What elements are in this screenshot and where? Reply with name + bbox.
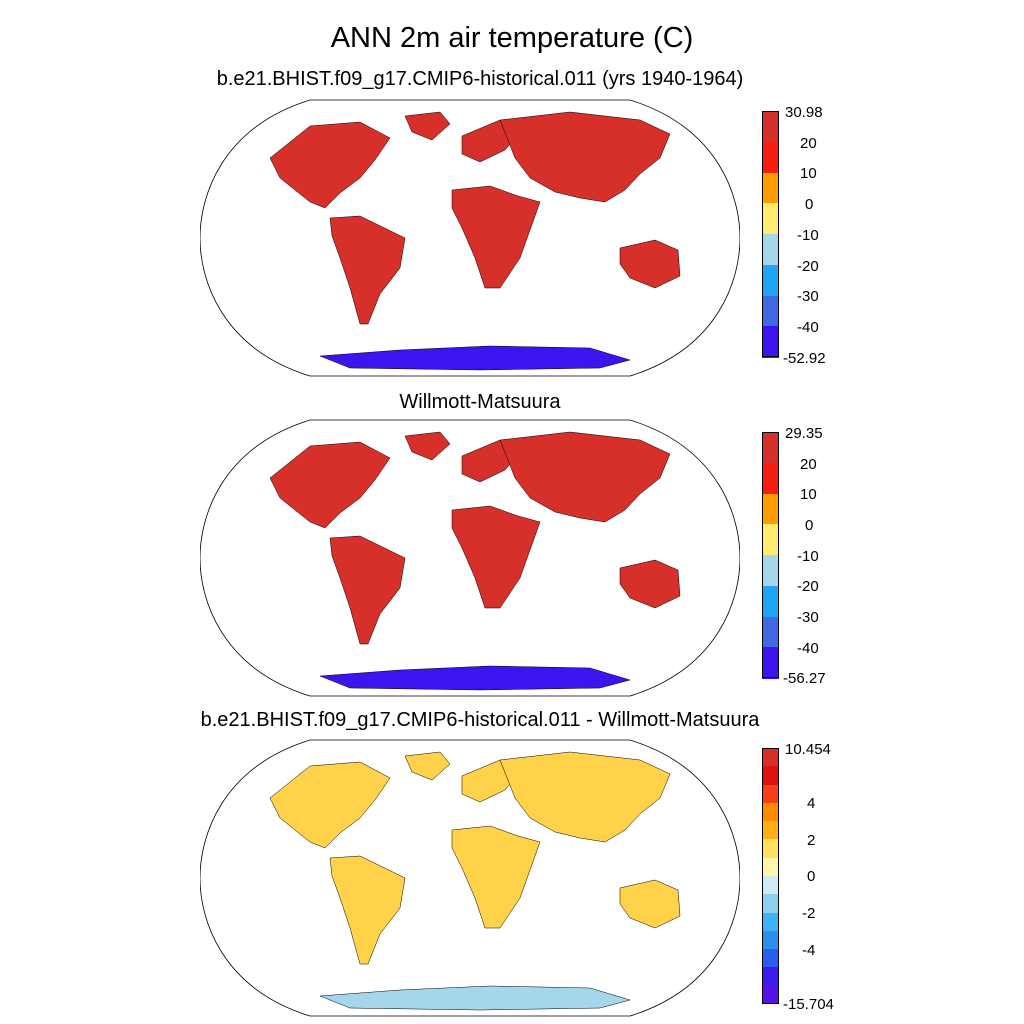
continent-north-america [269, 761, 391, 849]
colorbar-swatch [762, 264, 779, 296]
colorbar-tick: 2 [807, 832, 816, 849]
continent-antarctica [319, 985, 631, 1011]
colorbar-swatch [762, 784, 779, 804]
continent-south-america [329, 855, 406, 965]
colorbar-swatch [762, 234, 779, 266]
colorbar-tick: -20 [797, 578, 819, 595]
continent-south-america [329, 535, 406, 645]
colorbar-swatch [762, 326, 779, 358]
colorbar-tick: 4 [807, 795, 816, 812]
map-panel-difference [200, 739, 740, 1017]
colorbar-swatch [762, 141, 779, 173]
continent-greenland [404, 751, 451, 781]
continent-north-america [269, 441, 391, 529]
colorbar-min-label: -56.27 [783, 670, 826, 687]
colorbar-swatch [762, 111, 779, 143]
panel-1-title: b.e21.BHIST.f09_g17.CMIP6-historical.011… [216, 68, 744, 90]
panel-3-title: b.e21.BHIST.f09_g17.CMIP6-historical.011… [200, 709, 760, 731]
continent-africa [451, 185, 541, 289]
continent-antarctica [319, 345, 631, 371]
continent-asia [499, 751, 671, 843]
continent-asia [499, 111, 671, 203]
colorbar-swatch [762, 647, 779, 679]
colorbar-swatch [762, 912, 779, 932]
continent-greenland [404, 431, 451, 461]
colorbar-swatch [762, 766, 779, 786]
colorbar-swatch [762, 876, 779, 895]
colorbar-swatch [762, 203, 779, 235]
colorbar-tick: 0 [805, 517, 814, 534]
colorbar-tick: 20 [800, 135, 817, 152]
colorbar-swatch [762, 616, 779, 648]
colorbar-tick: -40 [797, 640, 819, 657]
continent-antarctica [319, 665, 631, 691]
continent-australia [619, 239, 681, 289]
colorbar-max-label: 29.35 [785, 425, 823, 442]
colorbar-tick: 20 [800, 456, 817, 473]
continent-africa [451, 825, 541, 929]
colorbar-swatch [762, 172, 779, 204]
continent-africa [451, 505, 541, 609]
panel-2-title: Willmott-Matsuura [399, 391, 561, 413]
colorbar-tick: 0 [805, 196, 814, 213]
colorbar-swatch [762, 585, 779, 617]
continent-greenland [404, 111, 451, 141]
colorbar-min-label: -15.704 [783, 996, 834, 1013]
colorbar-tick: -2 [802, 905, 816, 922]
colorbar-swatch [762, 748, 779, 767]
colorbar-tick: -10 [797, 548, 819, 565]
colorbar-swatch [762, 967, 779, 987]
map-panel-observations [200, 419, 740, 697]
colorbar-min-label: -52.92 [783, 350, 826, 367]
colorbar-max-label: 30.98 [785, 104, 823, 121]
colorbar-swatch [762, 821, 779, 840]
continent-north-america [269, 121, 391, 209]
colorbar-swatch [762, 930, 779, 950]
colorbar-tick: -30 [797, 288, 819, 305]
colorbar-tick: 0 [807, 868, 816, 885]
figure-title: ANN 2m air temperature (C) [330, 22, 694, 54]
colorbar-max-label: 10.454 [785, 741, 831, 758]
colorbar-swatch [762, 857, 779, 877]
colorbar-swatch [762, 555, 779, 587]
colorbar-swatch [762, 295, 779, 327]
continent-australia [619, 559, 681, 609]
colorbar-swatch [762, 985, 779, 1005]
colorbar-tick: -30 [797, 609, 819, 626]
colorbar-tick: -4 [802, 942, 816, 959]
colorbar-swatch [762, 894, 779, 914]
colorbar-observations [762, 432, 779, 679]
colorbar-swatch [762, 802, 779, 822]
colorbar-swatch [762, 949, 779, 968]
colorbar-swatch [762, 524, 779, 556]
map-panel-model [200, 99, 740, 377]
continent-south-america [329, 215, 406, 325]
colorbar-tick: -10 [797, 227, 819, 244]
colorbar-tick: -40 [797, 319, 819, 336]
colorbar-swatch [762, 493, 779, 525]
continent-asia [499, 431, 671, 523]
colorbar-swatch [762, 839, 779, 859]
colorbar-tick: -20 [797, 258, 819, 275]
colorbar-swatch [762, 432, 779, 464]
colorbar-model [762, 111, 779, 358]
colorbar-difference [762, 748, 779, 1005]
continent-australia [619, 879, 681, 929]
colorbar-tick: 10 [800, 486, 817, 503]
colorbar-tick: 10 [800, 165, 817, 182]
colorbar-swatch [762, 462, 779, 494]
